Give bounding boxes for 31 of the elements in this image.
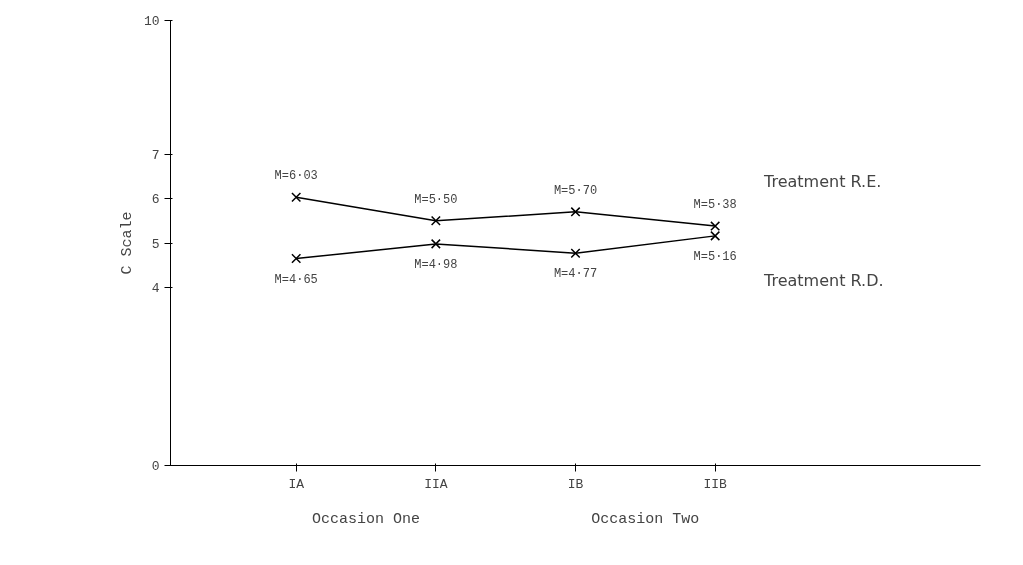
point <box>430 215 441 226</box>
data-label: M=5·16 <box>693 249 737 264</box>
data-label: M=6·03 <box>274 169 318 184</box>
y-axis-title: C Scale <box>118 211 136 275</box>
point <box>291 253 302 264</box>
x-tick-label: IA <box>288 476 305 492</box>
data-label: M=5·38 <box>693 198 737 213</box>
y-tick-label: 10 <box>143 14 160 29</box>
data-label: M=5·70 <box>553 183 598 198</box>
data-label: M=4·77 <box>553 267 598 282</box>
data-label: M=5·50 <box>414 192 458 207</box>
point <box>570 206 581 217</box>
text: Treatment R.E. <box>763 171 882 191</box>
point <box>710 230 721 241</box>
text: Occasion Two <box>591 510 700 528</box>
data-label: M=4·65 <box>274 272 318 287</box>
y-tick-label: 7 <box>151 147 160 163</box>
x-tick-label: IB <box>567 476 584 492</box>
point <box>710 221 721 232</box>
text: Occasion One <box>312 510 421 528</box>
point <box>291 192 302 203</box>
point <box>430 238 441 249</box>
x-tick-label: IIB <box>703 476 728 492</box>
data-label: M=4·98 <box>414 257 458 272</box>
text: Treatment R.D. <box>763 271 884 291</box>
y-tick-label: 0 <box>151 459 160 474</box>
y-tick-label: 5 <box>151 236 160 252</box>
point <box>570 248 581 259</box>
y-tick-label: 4 <box>151 281 160 296</box>
x-tick-label: IIA <box>424 476 448 492</box>
y-tick-label: 6 <box>151 192 160 207</box>
